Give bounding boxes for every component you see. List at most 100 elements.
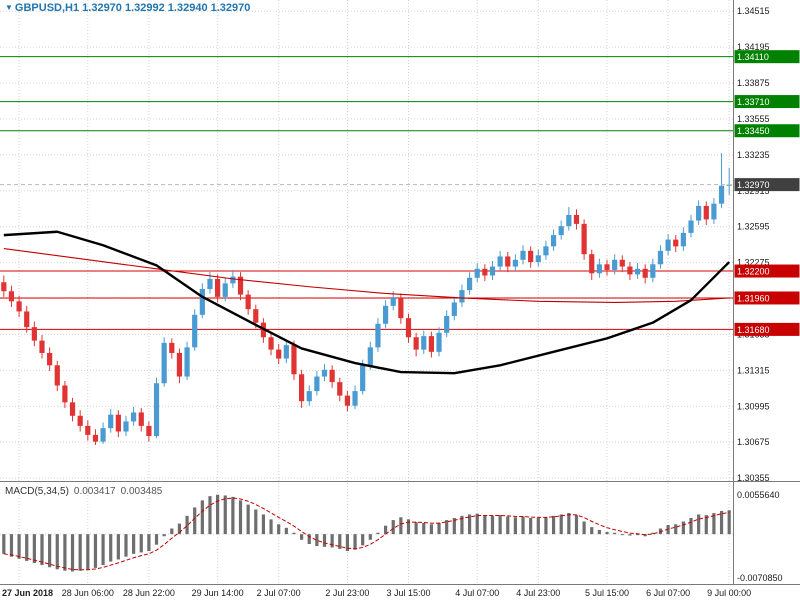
price-axis-label: 1.30355 (737, 473, 770, 483)
macd-value: 0.003417 (73, 486, 116, 497)
candle-bull (123, 421, 129, 432)
candle-bull (726, 184, 732, 186)
macd-histogram-bar (452, 517, 456, 535)
macd-histogram-bar (124, 534, 128, 557)
macd-histogram-bar (574, 515, 579, 535)
macd-histogram-bar (590, 527, 594, 535)
support-badge[interactable] (734, 291, 800, 305)
macd-layer (2, 494, 731, 572)
resistance-badge[interactable] (734, 50, 800, 64)
time-axis-label: 4 Jul 23:00 (516, 588, 560, 598)
candle-bull (153, 383, 160, 437)
price-axis-label: 1.33555 (737, 114, 770, 124)
macd-histogram-bar (116, 534, 120, 560)
candle-bear (138, 412, 144, 426)
candle-bull (650, 264, 656, 278)
macd-histogram-bar (246, 504, 250, 535)
candle-bull (306, 391, 312, 402)
candle-bull (108, 414, 114, 429)
support-badge[interactable] (734, 322, 800, 336)
price-axis-label: 1.34515 (737, 6, 770, 16)
candle-bull (100, 428, 106, 442)
candle-bull (665, 239, 671, 251)
macd-histogram-bar (9, 534, 14, 557)
macd-histogram-bar (628, 534, 632, 536)
macd-histogram-bar (498, 515, 502, 535)
price-axis-label: 1.32595 (737, 222, 770, 232)
macd-histogram-bar (391, 520, 395, 535)
macd-histogram-bar (536, 517, 540, 535)
candle-bull (489, 266, 496, 276)
macd-histogram-bar (506, 516, 510, 535)
candle-bull (474, 268, 480, 278)
macd-histogram-bar (460, 515, 464, 535)
candle-bear (16, 301, 22, 312)
macd-histogram-bar (651, 532, 655, 535)
macd-histogram-bar (338, 534, 342, 549)
macd-signal-value: 0.003485 (120, 486, 163, 497)
candle-bear (413, 337, 419, 350)
macd-histogram-bar (223, 495, 227, 535)
macd-histogram-bar (238, 500, 243, 535)
current-price-badge[interactable] (734, 178, 800, 192)
candle-bull (184, 347, 190, 377)
candle-bear (115, 414, 121, 432)
macd-histogram-bar (208, 496, 212, 535)
macd-name: MACD(5,34,5) (5, 486, 69, 497)
candle-bear (268, 337, 274, 350)
time-axis-label: 29 Jun 14:00 (192, 588, 244, 598)
price-axis-label: 1.30675 (737, 437, 770, 447)
macd-histogram-bar (727, 510, 731, 535)
candle-bull (451, 302, 457, 316)
macd-histogram-bar (162, 534, 166, 537)
macd-histogram-bar (345, 534, 350, 552)
ohlc-text: GBPUSD,H1 1.32970 1.32992 1.32940 1.3297… (14, 2, 251, 14)
price-axis-label: 1.31315 (737, 365, 770, 375)
support-badge[interactable] (734, 264, 800, 278)
candle-bear (291, 345, 297, 375)
macd-histogram-bar (78, 534, 82, 571)
macd-histogram-bar (613, 532, 617, 535)
macd-histogram-bar (490, 515, 495, 535)
candle-bear (673, 239, 679, 247)
macd-histogram-bar (681, 521, 685, 535)
macd-histogram-bar (414, 522, 418, 535)
macd-histogram-bar (269, 519, 273, 535)
macd-axis-min-label: -0.0070850 (737, 573, 783, 583)
candle-bull (718, 185, 725, 204)
macd-histogram-bar (277, 524, 281, 535)
candle-bull (543, 246, 549, 256)
candle-bear (1, 282, 7, 292)
macd-histogram-bar (330, 534, 334, 548)
macd-histogram-bar (322, 534, 327, 547)
macd-histogram-bar (620, 534, 624, 536)
resistance-badge-label: 1.34110 (737, 52, 769, 62)
resistance-badge[interactable] (734, 124, 800, 138)
macd-histogram-bar (48, 534, 52, 568)
candle-bear (627, 266, 633, 275)
macd-histogram-bar (254, 509, 258, 535)
time-axis-label: 28 Jun 22:00 (123, 588, 175, 598)
candle-bear (54, 365, 60, 386)
candle-bear (69, 402, 76, 416)
symbol-marker-icon: ▼ (5, 3, 13, 12)
candle-bull (512, 259, 518, 267)
candle-bull (612, 259, 618, 270)
candle-bull (222, 283, 228, 297)
price-axis-label: 1.33875 (737, 78, 770, 88)
macd-histogram-bar (368, 534, 372, 540)
candle-bear (169, 342, 175, 353)
macd-histogram-bar (513, 517, 517, 535)
candle-bear (215, 278, 221, 297)
candle-bull (696, 205, 702, 221)
candle-bull (192, 314, 198, 348)
candle-bull (382, 305, 389, 324)
resistance-badge[interactable] (734, 95, 800, 109)
candle-bear (245, 294, 251, 310)
macd-histogram-bar (315, 534, 319, 547)
candle-bear (8, 291, 15, 302)
candle-bear (298, 374, 305, 402)
